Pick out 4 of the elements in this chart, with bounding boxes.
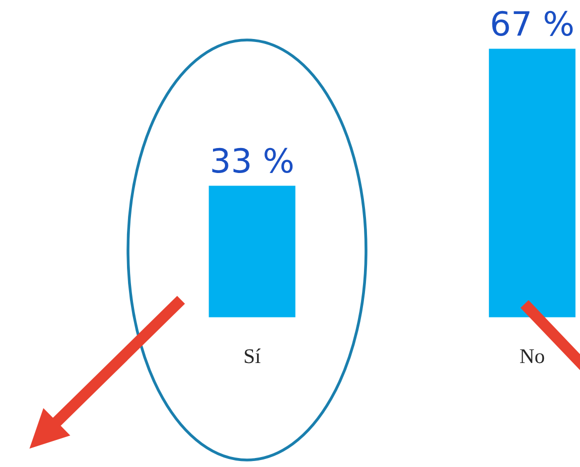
data-label: 67 % bbox=[492, 10, 573, 36]
data-label: 33 % bbox=[212, 148, 293, 174]
x-tick-label: Sí bbox=[244, 348, 261, 364]
x-tick-label: No bbox=[520, 349, 544, 364]
